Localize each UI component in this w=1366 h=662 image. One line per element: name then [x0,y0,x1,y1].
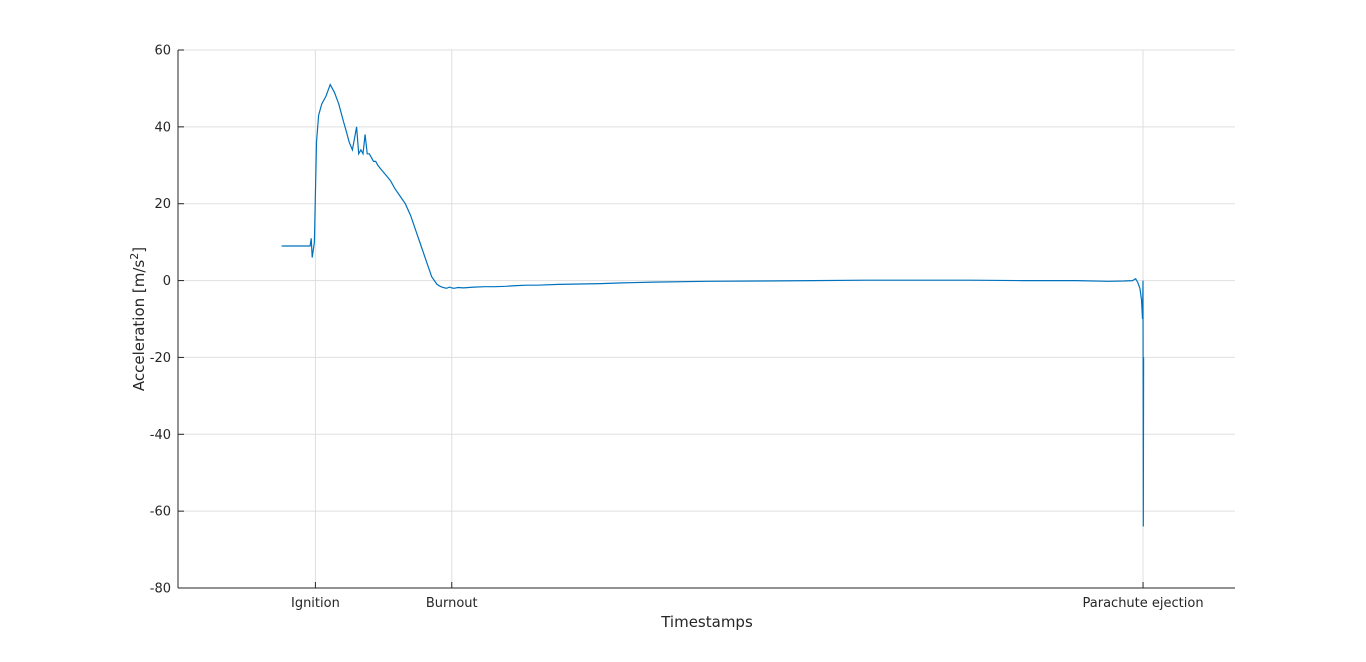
y-tick-label: 40 [154,120,171,135]
y-axis-label: Acceleration [m/s2] [128,247,149,391]
y-axis-label-close: ] [130,247,148,253]
x-axis-label: Timestamps [660,613,753,631]
y-tick-label: 20 [154,197,171,212]
y-tick-label: -20 [150,351,171,366]
y-axis-ticks: -80 -60 -40 -20 0 20 40 60 [150,44,184,597]
x-tick-label: Ignition [291,596,340,611]
y-tick-label: -60 [150,505,171,520]
y-axis-label-superscript: 2 [128,253,141,260]
axes [177,50,1235,589]
y-tick-label: -80 [150,582,171,597]
acceleration-series-line [281,83,1145,527]
x-tick-label: Burnout [426,596,478,611]
x-tick-label: Parachute ejection [1083,596,1204,611]
y-axis-label-main: Acceleration [m/s [130,260,148,391]
y-tick-label: 0 [163,274,171,289]
y-tick-label: -40 [150,428,171,443]
y-tick-label: 60 [154,44,171,59]
grid-lines [178,49,1235,589]
x-axis-ticks: Ignition Burnout Parachute ejection [291,582,1204,611]
